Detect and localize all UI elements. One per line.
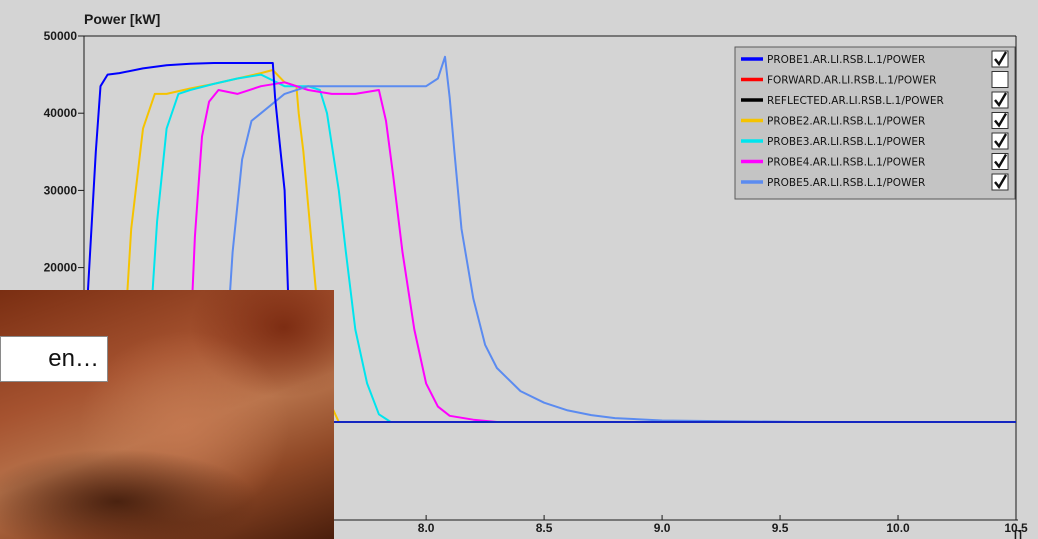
legend-box <box>734 46 1016 200</box>
overlay-caption-text: en… <box>48 345 99 372</box>
y-axis-title: Power [kW] <box>84 11 160 27</box>
legend-label: PROBE4.AR.LI.RSB.L.1/POWER <box>767 157 925 169</box>
legend-checkbox[interactable] <box>991 71 1009 88</box>
checkmark-icon <box>994 133 1008 149</box>
checkmark-icon <box>994 153 1008 169</box>
checkmark-icon <box>994 112 1008 128</box>
x-tick-label: 9.0 <box>654 521 671 535</box>
series-line-7 <box>72 55 1016 423</box>
checkmark-icon <box>994 92 1008 108</box>
legend-label: FORWARD.AR.LI.RSB.L.1/POWER <box>767 75 936 87</box>
legend-label: PROBE2.AR.LI.RSB.L.1/POWER <box>767 116 925 128</box>
x-axis-unit: [] <box>1014 528 1022 539</box>
overlay-caption-box: en… <box>0 336 108 382</box>
y-tick-label: 20000 <box>44 261 78 275</box>
legend-label: PROBE5.AR.LI.RSB.L.1/POWER <box>767 177 925 189</box>
y-tick-label: 50000 <box>44 29 78 43</box>
legend[interactable]: PROBE1.AR.LI.RSB.L.1/POWER FORWARD.AR.LI.… <box>734 46 1016 200</box>
legend-label: PROBE1.AR.LI.RSB.L.1/POWER <box>767 54 925 66</box>
legend-label: REFLECTED.AR.LI.RSB.L.1/POWER <box>767 95 944 107</box>
series-line-6 <box>72 81 1016 423</box>
y-tick-label: 40000 <box>44 106 78 120</box>
x-tick-label: 8.0 <box>418 521 435 535</box>
photo-overlay: en… <box>0 290 334 539</box>
x-tick-label: 10.5 <box>1004 521 1028 535</box>
checkmark-icon <box>994 51 1008 67</box>
y-tick-label: 30000 <box>44 183 78 197</box>
checkmark-icon <box>994 174 1008 190</box>
x-tick-label: 10.0 <box>886 521 910 535</box>
x-tick-label: 8.5 <box>536 521 553 535</box>
x-tick-label: 9.5 <box>772 521 789 535</box>
legend-label: PROBE3.AR.LI.RSB.L.1/POWER <box>767 136 925 148</box>
